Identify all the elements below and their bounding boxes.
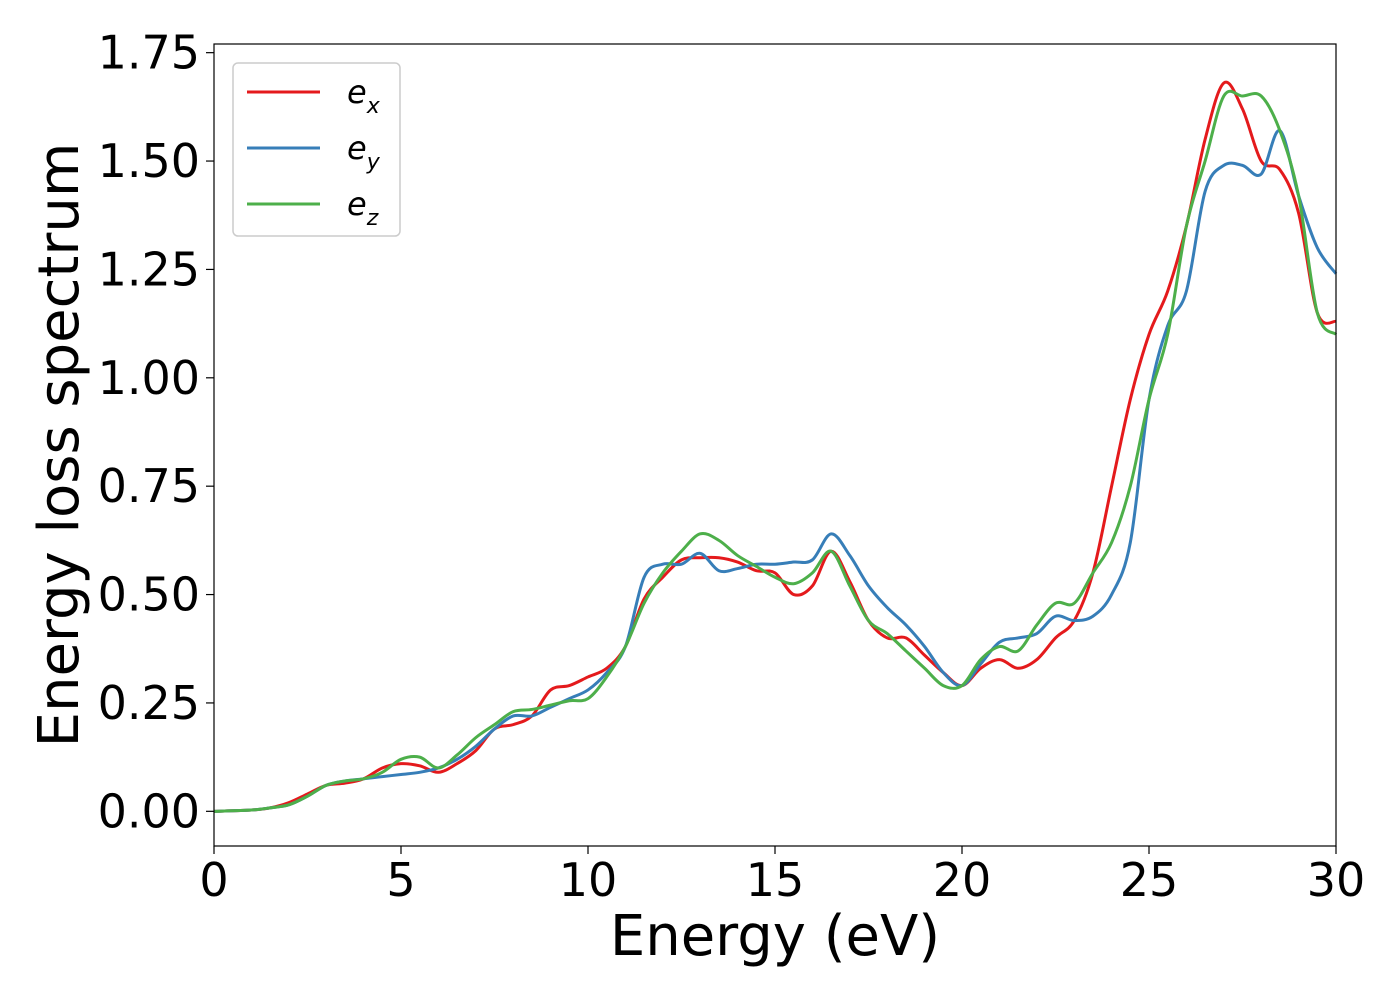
x-tick-label: 25 [1120,853,1179,907]
x-tick-label: 30 [1307,853,1366,907]
y-tick-label: 0.75 [98,459,200,513]
y-tick-label: 0.00 [98,784,200,838]
y-tick-label: 1.00 [98,351,200,405]
x-tick-label: 5 [386,853,415,907]
legend-label-x: ex [347,73,381,119]
y-tick-label: 0.50 [98,568,200,622]
y-tick-label: 0.25 [98,676,200,730]
y-tick-label: 1.25 [98,242,200,296]
x-tick-label: 20 [933,853,992,907]
x-axis-label: Energy (eV) [610,904,940,969]
series-layer [213,80,1338,813]
y-tick-label: 1.75 [98,26,200,80]
legend: ex ey ez [232,62,401,237]
series-line-x [213,80,1337,813]
x-axis-ticks: 0 5 10 15 20 25 30 [199,846,1365,907]
y-axis-label: Energy loss spectrum [27,143,92,748]
legend-label-y: ey [347,129,381,175]
legend-label-z: ez [347,185,379,231]
x-tick-label: 0 [199,853,228,907]
series-line-y [213,129,1338,813]
x-tick-label: 10 [559,853,618,907]
series-line-z [213,89,1338,813]
x-tick-label: 15 [746,853,805,907]
y-tick-label: 1.50 [98,134,200,188]
y-axis-ticks: 0.00 0.25 0.50 0.75 1.00 1.25 1.50 1.75 [98,26,214,838]
